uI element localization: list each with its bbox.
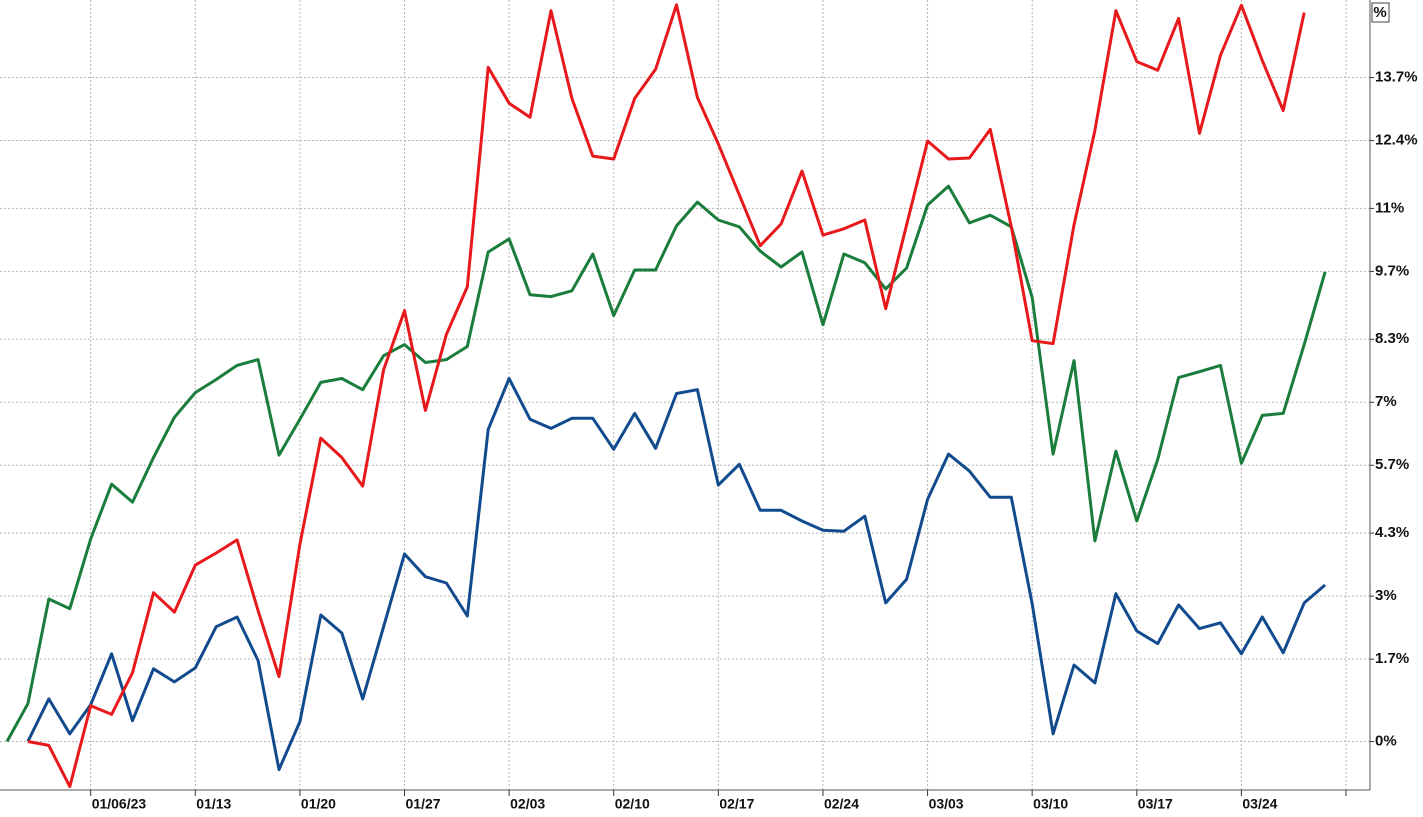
y-tick-label: 8.3% — [1375, 330, 1409, 347]
y-tick-label: 0% — [1375, 733, 1397, 750]
y-tick-label: 7% — [1375, 393, 1397, 410]
series-line — [5, 184, 1327, 743]
x-tick-label: 01/13 — [196, 796, 231, 812]
y-tick-label: 5.7% — [1375, 456, 1409, 473]
y-tick-label: 3% — [1375, 587, 1397, 604]
y-tick-label: 13.7% — [1375, 69, 1418, 86]
x-tick-label: 02/10 — [615, 796, 650, 812]
y-tick-label: 9.7% — [1375, 262, 1409, 279]
y-tick-label: 4.3% — [1375, 524, 1409, 541]
x-tick-label: 01/20 — [301, 796, 336, 812]
series-line — [26, 377, 1327, 772]
x-tick-label: 02/24 — [824, 796, 859, 812]
x-tick-label: 03/17 — [1138, 796, 1173, 812]
series-line — [27, 3, 1306, 789]
x-tick-label: 03/24 — [1242, 796, 1277, 812]
y-tick-label: 11% — [1375, 199, 1404, 216]
x-tick-label: 03/03 — [929, 796, 964, 812]
y-tick-label: 12.4% — [1375, 132, 1418, 149]
x-tick-label: 01/27 — [406, 796, 441, 812]
y-tick-label: 1.7% — [1375, 650, 1409, 667]
x-tick-label: 01/06/23 — [92, 796, 147, 812]
x-tick-label: 02/17 — [719, 796, 754, 812]
unit-box — [1371, 2, 1390, 23]
x-tick-label: 03/10 — [1033, 796, 1068, 812]
y-axis-label: % — [1373, 4, 1386, 21]
x-tick-label: 02/03 — [510, 796, 545, 812]
